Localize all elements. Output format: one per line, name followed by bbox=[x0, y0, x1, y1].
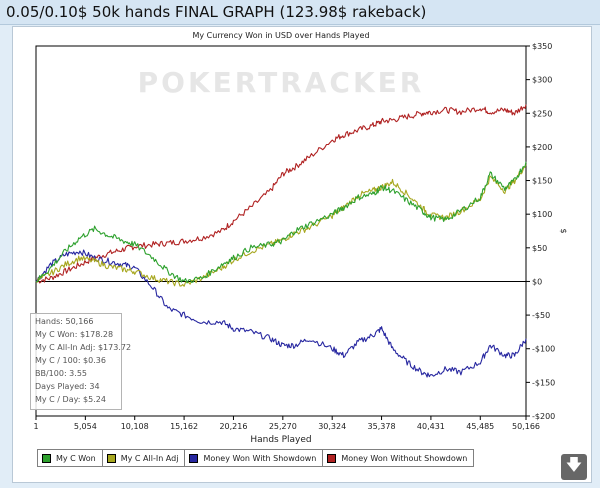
y-tick-label: -$150 bbox=[532, 378, 555, 387]
series-line-2 bbox=[35, 164, 527, 287]
y-tick-label: $0 bbox=[532, 277, 542, 286]
stat-bb-100: BB/100: 3.55 bbox=[35, 369, 87, 378]
legend-item: Money Won With Showdown bbox=[185, 450, 324, 466]
download-button[interactable]: 🡇 bbox=[561, 454, 587, 480]
stats-box: Hands: 50,166 My C Won: $178.28 My C All… bbox=[30, 313, 132, 410]
legend-swatch bbox=[42, 453, 51, 463]
x-axis-label: Hands Played bbox=[250, 435, 311, 445]
x-tick-label: 45,485 bbox=[466, 422, 494, 431]
x-tick-label: 40,431 bbox=[417, 422, 445, 431]
y-tick-label: $200 bbox=[532, 143, 552, 152]
legend-swatch bbox=[327, 453, 337, 463]
y-tick-label: $250 bbox=[532, 109, 552, 118]
legend-item: My C All-In Adj bbox=[103, 450, 186, 466]
x-tick-label: 15,162 bbox=[170, 422, 198, 431]
stat-per-day: My C / Day: $5.24 bbox=[35, 395, 106, 404]
stat-days-played: Days Played: 34 bbox=[35, 382, 100, 391]
watermark-text: POKERTRACKER bbox=[138, 66, 425, 99]
legend-label: My C All-In Adj bbox=[120, 453, 179, 463]
window-header: 0.05/0.10$ 50k hands FINAL GRAPH (123.98… bbox=[0, 0, 600, 25]
x-tick-label: 30,324 bbox=[318, 422, 346, 431]
y-tick-label: $150 bbox=[532, 177, 552, 186]
x-tick-label: 35,378 bbox=[368, 422, 396, 431]
legend-label: Money Won Without Showdown bbox=[341, 453, 468, 463]
chart-title: My Currency Won in USD over Hands Played bbox=[192, 31, 369, 40]
x-tick-label: 25,270 bbox=[269, 422, 297, 431]
x-tick-label: 10,108 bbox=[121, 422, 149, 431]
legend-item: Money Won Without Showdown bbox=[323, 450, 473, 466]
y-tick-label: -$50 bbox=[532, 311, 550, 320]
stat-all-in-adj: My C All-In Adj: $173.72 bbox=[35, 343, 132, 352]
stat-per-100: My C / 100: $0.36 bbox=[35, 356, 106, 365]
y-axis-label: $ bbox=[559, 228, 568, 233]
y-tick-label: $350 bbox=[532, 42, 552, 51]
series-line-4 bbox=[35, 104, 527, 284]
stat-hands: Hands: 50,166 bbox=[35, 317, 94, 326]
chart-legend: My C Won My C All-In Adj Money Won With … bbox=[37, 449, 475, 467]
x-tick-label: 5,054 bbox=[74, 422, 97, 431]
legend-label: My C Won bbox=[56, 453, 96, 463]
x-tick-label: 1 bbox=[33, 422, 38, 431]
legend-swatch bbox=[189, 453, 199, 463]
y-tick-label: -$200 bbox=[532, 412, 555, 421]
legend-swatch bbox=[106, 453, 116, 463]
y-tick-label: -$100 bbox=[532, 345, 555, 354]
x-tick-label: 20,216 bbox=[219, 422, 247, 431]
y-tick-label: $300 bbox=[532, 76, 552, 85]
series-line-1 bbox=[35, 161, 527, 284]
series-line-3 bbox=[35, 249, 527, 378]
download-arrow-icon: 🡇 bbox=[565, 456, 583, 474]
legend-item: My C Won bbox=[38, 450, 103, 466]
stat-my-c-won: My C Won: $178.28 bbox=[35, 330, 114, 339]
y-tick-label: $100 bbox=[532, 210, 552, 219]
y-tick-label: $50 bbox=[532, 244, 547, 253]
legend-label: Money Won With Showdown bbox=[203, 453, 317, 463]
window-title: 0.05/0.10$ 50k hands FINAL GRAPH (123.98… bbox=[6, 3, 427, 21]
x-tick-label: 50,166 bbox=[512, 422, 540, 431]
